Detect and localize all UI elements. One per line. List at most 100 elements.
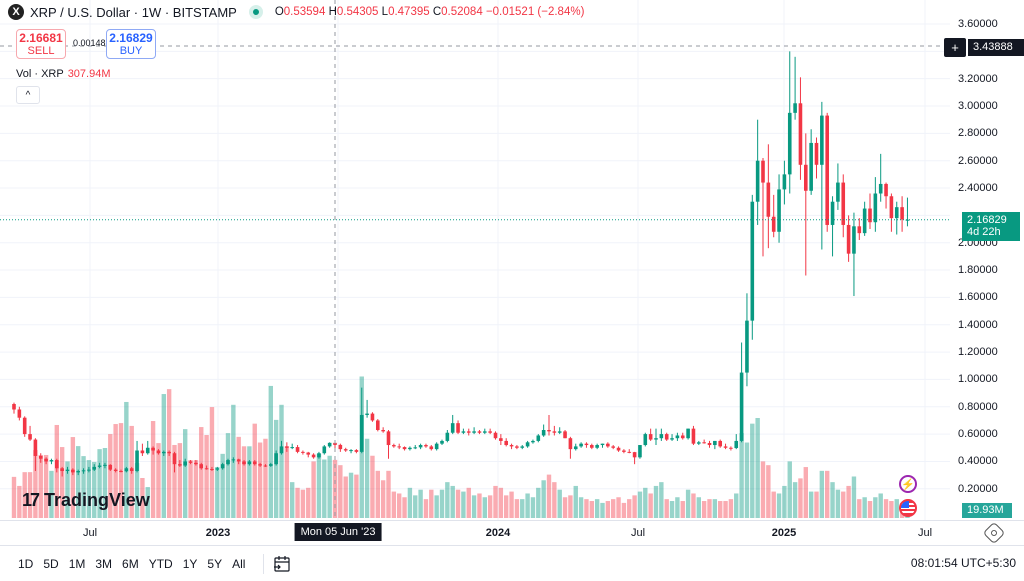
candle-body	[220, 464, 225, 469]
volume-bar	[627, 499, 632, 518]
volume-bar	[611, 499, 616, 518]
candle-body	[830, 201, 835, 225]
candle-body	[424, 445, 428, 447]
volume-bar	[466, 487, 471, 518]
volume-bar	[750, 423, 755, 518]
last-volume-label: 19.93M	[962, 503, 1012, 518]
volume-bar	[183, 429, 188, 518]
volume-bar	[204, 434, 209, 518]
candle-body	[306, 452, 311, 455]
volume-bar	[348, 472, 354, 518]
range-5d[interactable]: 5D	[43, 556, 59, 571]
volume-bar	[86, 460, 92, 518]
candle-body	[103, 464, 107, 466]
volume-bar	[878, 493, 883, 518]
candle-body	[113, 469, 118, 472]
candle-body	[766, 182, 771, 217]
price-tick: 1.80000	[958, 264, 998, 277]
volume-bar	[306, 487, 311, 518]
candle-body	[852, 226, 856, 254]
price-tick: 3.60000	[958, 18, 998, 30]
volume-bar	[739, 433, 744, 518]
candle-body	[194, 462, 198, 465]
candle-body	[274, 453, 278, 465]
lightning-icon[interactable]: ⚡	[899, 475, 917, 493]
settings-icon[interactable]	[982, 521, 1006, 545]
symbol-title[interactable]: XRP / U.S. Dollar · 1W · BITSTAMP	[30, 4, 237, 20]
candle-body	[707, 442, 712, 446]
symbol-legend: X XRP / U.S. Dollar · 1W · BITSTAMP O0.5…	[8, 4, 584, 20]
volume-bar	[498, 487, 504, 518]
candle-body	[894, 207, 899, 219]
volume-bar	[193, 460, 199, 518]
candle-body	[584, 443, 589, 446]
candle-body	[210, 468, 214, 470]
clock-timezone[interactable]: 08:01:54 UTC+5:30	[910, 556, 1016, 570]
candle-body	[622, 450, 626, 452]
volume-bar	[38, 454, 43, 518]
candle-body	[87, 469, 91, 471]
volume-bar	[600, 502, 605, 518]
sell-button[interactable]: 2.16681 SELL	[16, 29, 66, 59]
candle-body	[178, 464, 182, 466]
range-3m[interactable]: 3M	[95, 556, 113, 571]
candle-body	[151, 447, 155, 451]
time-axis[interactable]: Jul 2023 Mon 05 Jun '23 2024 Jul 2025 Ju…	[0, 520, 1024, 545]
candle-body	[509, 445, 514, 447]
volume-bar	[418, 489, 423, 518]
volume-bar	[140, 478, 145, 518]
volume-bar	[723, 501, 728, 518]
price-tick: 1.40000	[958, 318, 998, 331]
candle-body	[488, 431, 492, 433]
buy-button[interactable]: 2.16829 BUY	[106, 29, 156, 59]
candle-body	[434, 443, 439, 450]
volume-bar	[894, 499, 899, 518]
range-all[interactable]: All	[232, 556, 246, 571]
candle-body	[616, 447, 621, 451]
candle-body	[402, 447, 407, 450]
volume-bar	[423, 499, 429, 518]
volume-bar	[578, 497, 584, 518]
volume-bar	[439, 489, 445, 518]
volume-bar	[841, 491, 846, 518]
candle-body	[429, 446, 434, 450]
range-1d[interactable]: 1D	[18, 556, 34, 571]
candle-body	[183, 461, 187, 466]
chevron-up-icon[interactable]: ^	[16, 86, 40, 104]
price-chart[interactable]	[0, 0, 950, 520]
candle-body	[301, 451, 305, 453]
volume-bar	[300, 489, 306, 518]
range-6m[interactable]: 6M	[122, 556, 139, 571]
volume-bar	[568, 495, 573, 518]
volume-bar	[594, 499, 600, 518]
go-to-date-calendar-icon[interactable]	[272, 554, 292, 574]
volume-bar	[664, 499, 669, 518]
candle-body	[392, 445, 396, 447]
add-alert-plus-icon[interactable]: +	[944, 38, 966, 57]
time-tick: Jul	[917, 527, 933, 539]
volume-bar	[621, 502, 627, 518]
price-axis[interactable]: 3.60000 3.20000 3.00000 2.80000 2.60000 2.400…	[950, 0, 1024, 520]
crosshair-price-label: 3.43888	[968, 39, 1024, 56]
candle-body	[44, 458, 48, 462]
us-flag-icon[interactable]	[899, 499, 917, 517]
candle-body	[568, 438, 573, 450]
range-5y[interactable]: 5Y	[207, 556, 223, 571]
range-1y[interactable]: 1Y	[182, 556, 198, 571]
candle-body	[718, 440, 722, 447]
volume-bar	[11, 476, 17, 518]
range-1m[interactable]: 1M	[68, 556, 86, 571]
candle-body	[162, 451, 166, 454]
candle-body	[322, 446, 327, 454]
volume-bar	[81, 456, 86, 518]
range-ytd[interactable]: YTD	[148, 556, 173, 571]
volume-bar	[862, 497, 867, 518]
candle-body	[22, 417, 27, 435]
volume-bar	[771, 491, 776, 518]
volume-bar	[92, 461, 97, 518]
volume-bar	[215, 467, 220, 518]
candle-body	[777, 189, 781, 232]
candle-body	[327, 442, 332, 447]
candle-body	[793, 103, 797, 113]
volume-bar	[776, 493, 782, 518]
